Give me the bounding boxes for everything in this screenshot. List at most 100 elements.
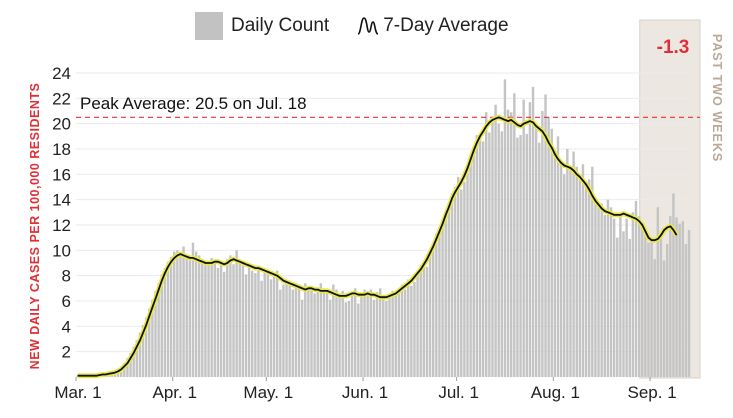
bar-day-37 [191,242,195,377]
bar-day-194 [681,221,684,377]
bar-day-111 [422,265,426,377]
bar-day-101 [391,290,394,377]
bar-day-33 [179,255,182,377]
bar-day-45 [216,268,220,377]
bar-day-36 [188,260,192,377]
bar-day-165 [591,166,594,377]
bar-day-69 [291,289,294,377]
bar-day-110 [419,271,422,377]
bar-day-147 [534,126,538,377]
bar-day-29 [166,261,170,377]
bar-day-17 [129,352,132,377]
bar-day-53 [241,265,245,377]
bar-day-158 [569,169,572,377]
bar-day-189 [665,244,669,377]
bar-day-81 [329,299,332,377]
bar-day-155 [559,160,563,377]
bar-day-19 [135,340,138,377]
y-tick-label: 4 [62,317,71,336]
bar-day-80 [325,289,329,377]
bar-day-181 [641,223,644,377]
bar-day-90 [357,303,360,377]
bar-day-176 [625,218,628,377]
x-tick-label: May. 1 [243,383,293,402]
bar-day-136 [500,131,504,377]
bar-day-74 [307,287,310,377]
y-tick-label: 2 [62,343,71,362]
bar-day-96 [375,292,379,377]
bar-day-135 [497,123,500,378]
bar-day-98 [382,295,385,377]
change-value: -1.3 [657,37,690,58]
legend: Daily Count 7-Day Average [195,12,509,40]
bar-day-164 [587,179,591,377]
bar-day-173 [616,237,619,377]
bar-day-170 [606,199,610,377]
bar-day-114 [431,246,435,377]
bar-day-156 [563,174,566,377]
bar-day-191 [672,193,675,377]
bar-day-146 [531,86,535,377]
bar-day-30 [169,256,173,377]
x-tick-label: Sep. 1 [628,383,677,402]
bar-day-144 [525,133,528,377]
bar-day-18 [132,346,135,377]
bar-day-187 [659,235,663,377]
bar-day-160 [575,166,578,377]
bar-day-100 [388,297,391,377]
bar-day-52 [238,261,241,377]
bar-day-132 [488,132,491,377]
bar-day-168 [600,203,603,377]
x-tick-label: Jul. 1 [438,383,479,402]
bar-day-86 [344,302,348,377]
bar-day-66 [282,284,285,377]
bar-day-188 [662,260,666,377]
bar-day-103 [397,288,401,377]
bar-day-67 [285,282,288,377]
bar-day-77 [316,289,319,377]
bar-day-177 [628,238,631,377]
bar-day-148 [538,142,541,377]
y-tick-label: 18 [52,140,71,159]
bar-day-142 [519,135,522,377]
bar-day-60 [263,271,266,377]
bar-day-31 [173,251,176,377]
bar-day-79 [322,288,326,377]
bar-day-179 [634,200,638,377]
bar-day-39 [197,255,201,377]
bar-day-44 [213,261,216,377]
bar-day-95 [372,299,376,377]
bar-day-138 [506,109,510,377]
bar-day-145 [528,102,532,377]
x-tick-label: Apr. 1 [153,383,197,402]
bar-day-152 [550,128,553,377]
bar-day-119 [447,207,450,377]
bar-day-106 [407,279,410,377]
bar-day-174 [619,214,622,377]
average-line [77,116,678,377]
bar-day-68 [288,280,291,377]
bar-day-107 [410,285,413,377]
bar-day-192 [675,217,678,377]
bar-day-195 [684,244,688,377]
bar-day-94 [369,289,372,377]
bar-day-54 [244,274,248,377]
bar-day-46 [219,263,223,377]
x-tick-label: Mar. 1 [54,383,101,402]
bar-day-73 [304,283,307,377]
bar-day-25 [154,290,157,377]
y-tick-label: 20 [52,115,71,134]
bar-day-28 [163,268,167,377]
y-tick-label: 22 [52,89,71,108]
bar-day-113 [428,254,432,377]
bar-day-150 [544,94,547,378]
bar-day-72 [300,299,304,377]
y-tick-label: 12 [52,216,71,235]
bar-day-166 [594,199,597,377]
bar-day-109 [416,275,419,377]
bar-day-20 [138,332,142,377]
bar-day-108 [413,282,416,377]
bar-day-116 [438,230,441,377]
bar-day-153 [553,156,557,377]
